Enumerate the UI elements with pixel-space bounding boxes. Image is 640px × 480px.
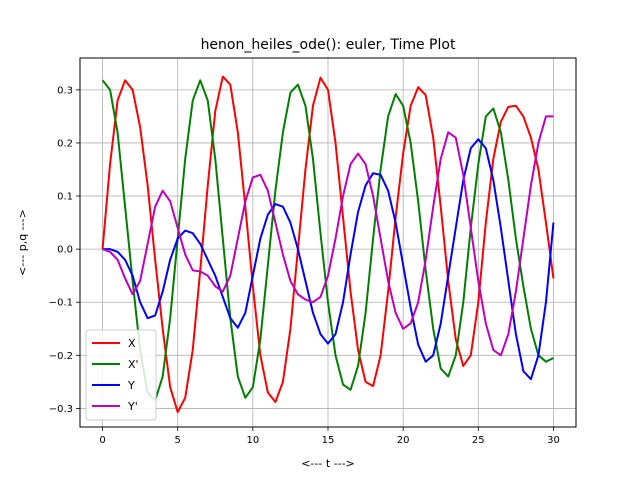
legend-label-y: Y (127, 379, 135, 392)
legend-box (85, 329, 157, 421)
x-tick-label: 20 (397, 435, 410, 446)
x-axis-label: <--- t ---> (301, 457, 355, 470)
x-tick-label: 25 (472, 435, 485, 446)
legend-label-x: X (128, 337, 136, 350)
legend: X X' Y Y' (85, 329, 157, 421)
series-line-y (102, 138, 555, 381)
axis-ticks: 0 5 10 15 20 25 30 −0.3 −0.2 −0.1 0.0 0.1 0.2 0.3 (49, 85, 560, 446)
x-tick-label: 15 (322, 435, 335, 446)
y-tick-label: 0.2 (57, 138, 73, 149)
y-axis-label: <--- p,q ---> (16, 209, 29, 276)
y-tick-label: −0.3 (49, 404, 73, 415)
series-line-x (101, 75, 555, 414)
x-tick-label: 10 (246, 435, 259, 446)
y-tick-label: 0.1 (57, 192, 73, 203)
legend-label-y-prime: Y' (127, 400, 138, 413)
x-tick-label: 0 (99, 435, 105, 446)
legend-label-x-prime: X' (128, 358, 139, 371)
chart-title: henon_heiles_ode(): euler, Time Plot (201, 37, 456, 53)
series-lines (101, 75, 555, 414)
series-line-y-prime (102, 115, 554, 357)
y-tick-label: −0.1 (49, 298, 73, 309)
x-tick-label: 30 (547, 435, 560, 446)
x-tick-label: 5 (175, 435, 181, 446)
y-tick-label: −0.2 (49, 351, 73, 362)
y-tick-label: 0.3 (57, 85, 73, 96)
y-tick-label: 0.0 (57, 245, 73, 256)
